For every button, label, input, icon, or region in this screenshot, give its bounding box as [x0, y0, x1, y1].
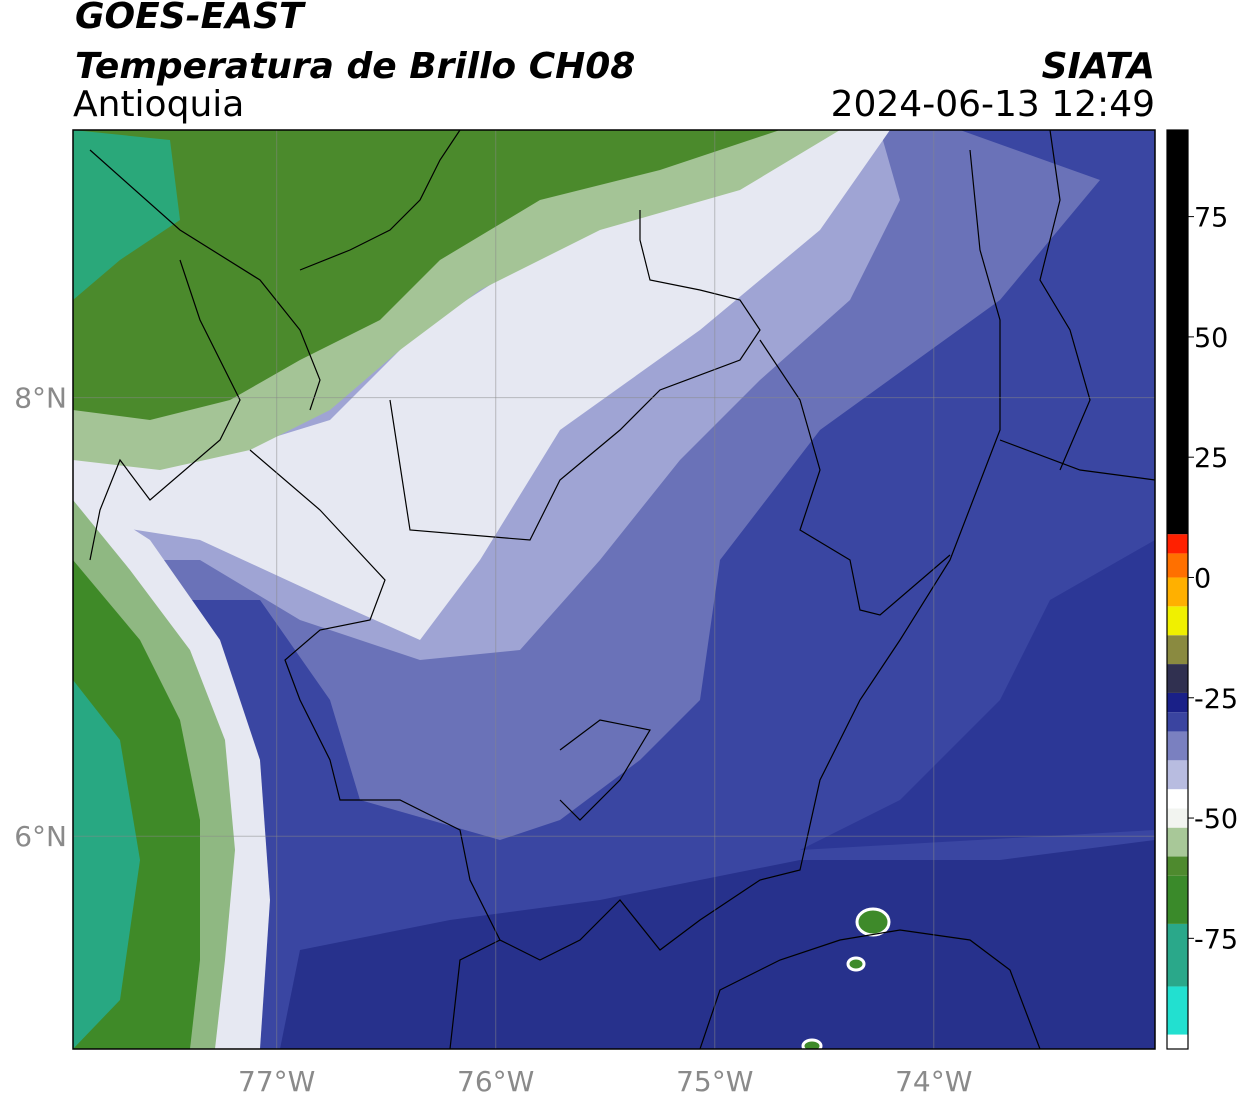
colorbar-tick-label: 0 [1194, 563, 1211, 594]
x-tick-label: 76°W [457, 1065, 534, 1098]
colorbar-segment [1167, 577, 1188, 607]
colorbar-tick-label: 75 [1194, 203, 1228, 234]
colorbar-tick-label: -25 [1194, 684, 1238, 715]
colorbar-segment [1167, 635, 1188, 665]
graticule: 77°W 76°W 75°W 74°W 8°N 6°N [14, 130, 1155, 1098]
colorbar-segment [1167, 731, 1188, 761]
colorbar-segment [1167, 1034, 1188, 1049]
datetime: 2024-06-13 12:49 [831, 84, 1155, 125]
colorbar-segment [1167, 789, 1188, 809]
x-tick-label: 77°W [238, 1065, 315, 1098]
colorbar-segment [1167, 827, 1188, 857]
colorbar-segment [1167, 856, 1188, 876]
x-tick-label: 75°W [676, 1065, 753, 1098]
x-tick-label: 74°W [895, 1065, 972, 1098]
colorbar-segment [1167, 664, 1188, 693]
colorbar-segment [1167, 875, 1188, 924]
region: Antioquia [73, 84, 244, 125]
colorbar-segment [1167, 534, 1188, 554]
colorbar-segment [1167, 712, 1188, 732]
colorbar-segment [1167, 808, 1188, 828]
colorbar: 75 50 25 0 -25 -50 -75 [1167, 130, 1238, 1049]
imagery [73, 130, 1155, 1049]
colorbar-segment [1167, 692, 1188, 713]
colorbar-segment [1167, 760, 1188, 790]
colorbar-tick-label: -75 [1194, 924, 1238, 955]
map-frame [72, 129, 1156, 1050]
colorbar-frame [1166, 129, 1189, 1050]
colorbar-tick-label: -50 [1194, 804, 1238, 835]
source: SIATA [1042, 46, 1155, 87]
colorbar-segment [1167, 986, 1188, 1035]
y-tick-label: 8°N [14, 382, 67, 415]
colorbar-segment [1167, 130, 1188, 535]
colorbar-segment [1167, 606, 1188, 636]
colorbar-tick-label: 50 [1194, 323, 1228, 354]
colorbar-segment [1167, 923, 1188, 987]
colorbar-segment [1167, 553, 1188, 578]
colorbar-tick-label: 25 [1194, 443, 1228, 474]
subtitle: Temperatura de Brillo CH08 [75, 46, 635, 87]
y-tick-label: 6°N [14, 820, 67, 853]
title: GOES-EAST [75, 0, 306, 37]
